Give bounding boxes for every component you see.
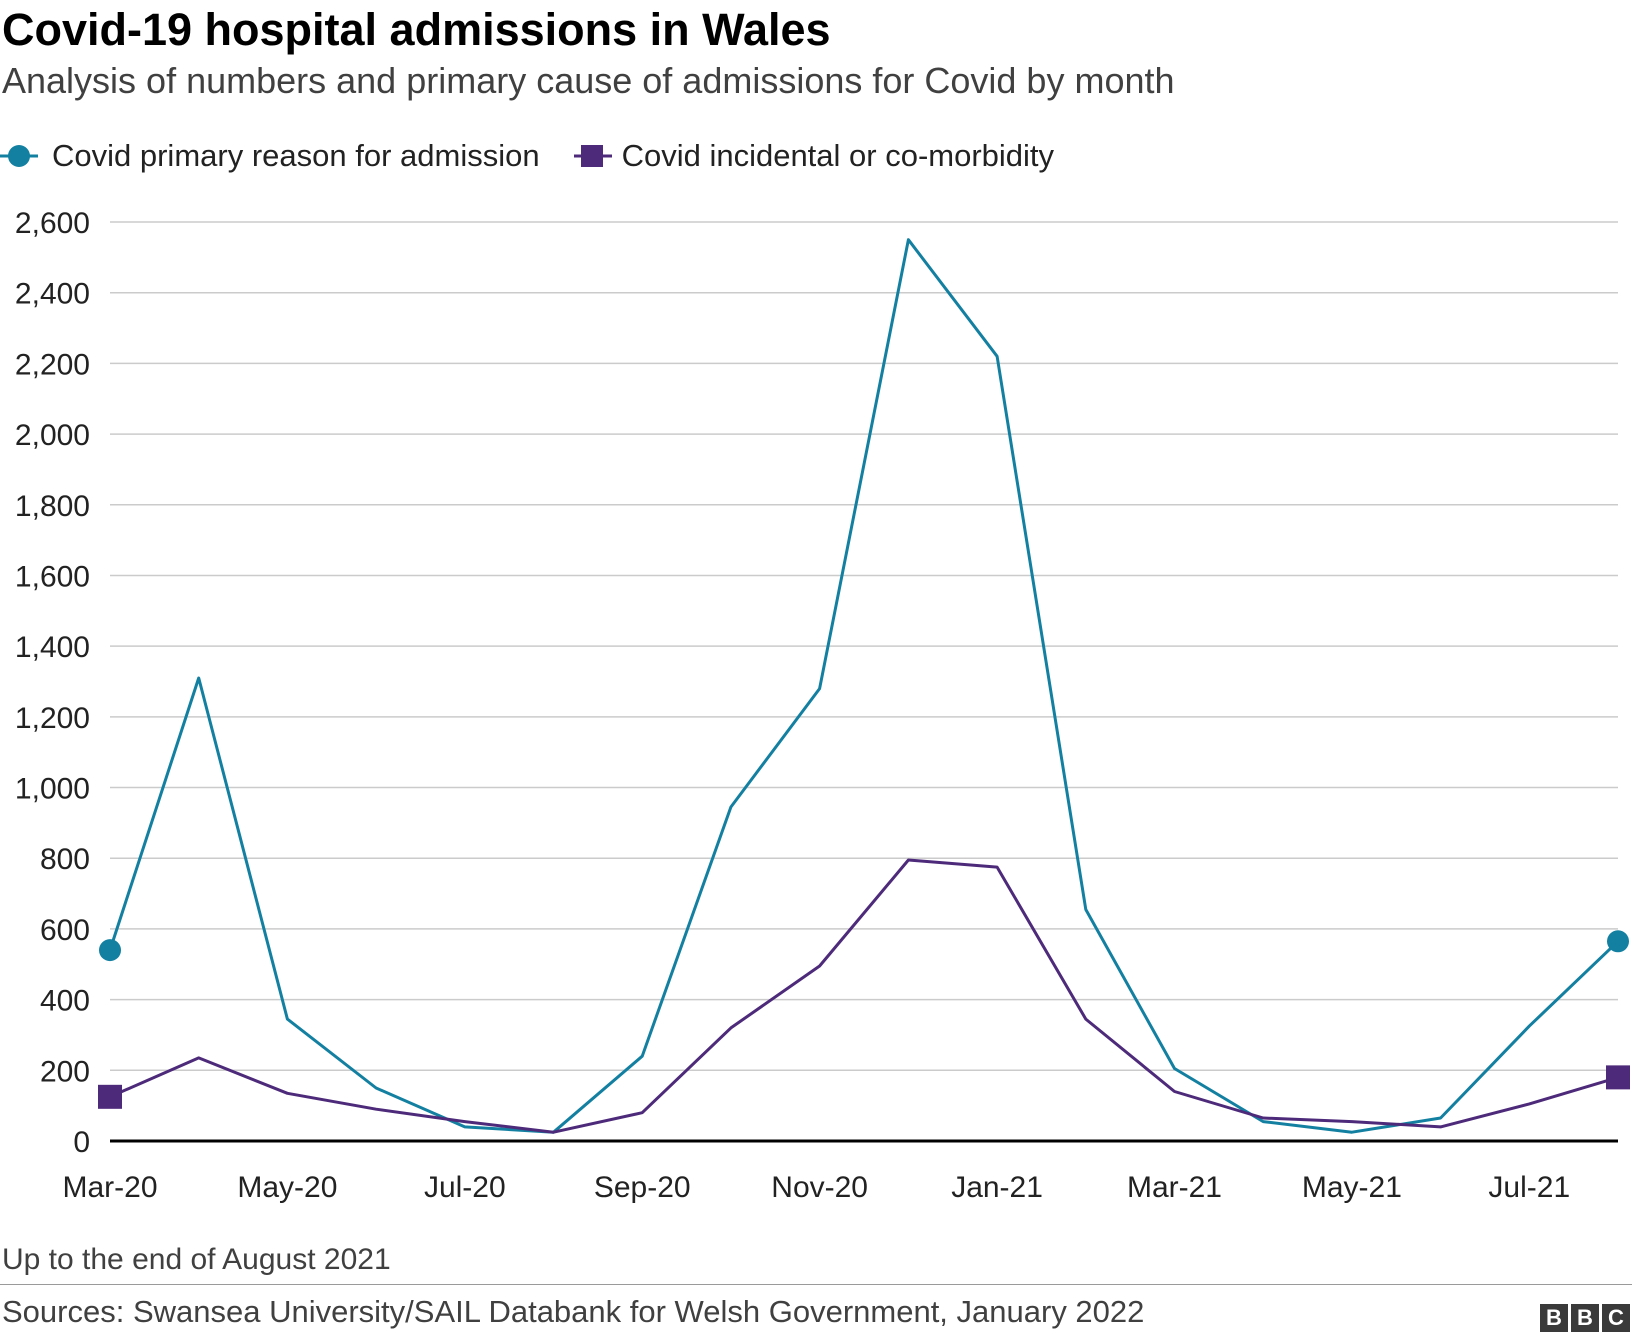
y-tick-label: 600 <box>40 914 90 947</box>
x-tick-label: Nov-20 <box>771 1171 868 1204</box>
legend-swatch-circle-icon <box>0 145 38 167</box>
chart-sources: Sources: Swansea University/SAIL Databan… <box>2 1294 1145 1329</box>
legend-label-incidental: Covid incidental or co-morbidity <box>621 138 1055 173</box>
y-tick-label: 1,800 <box>15 490 90 523</box>
x-tick-label: Jul-21 <box>1488 1171 1570 1204</box>
x-tick-label: Jul-20 <box>424 1171 506 1204</box>
series-lines <box>98 238 1630 1134</box>
footer-divider <box>0 1284 1632 1285</box>
y-tick-label: 1,200 <box>15 702 90 735</box>
y-tick-label: 2,600 <box>15 207 90 240</box>
x-tick-label: Jan-21 <box>951 1171 1043 1204</box>
bbc-logo-letter: B <box>1571 1304 1599 1332</box>
y-tick-label: 400 <box>40 985 90 1018</box>
data-point-incidental <box>98 1084 122 1109</box>
data-point-primary <box>99 939 121 962</box>
x-tick-label: Mar-21 <box>1127 1171 1222 1204</box>
x-tick-label: May-21 <box>1302 1171 1402 1204</box>
series-line-incidental <box>109 858 1619 1134</box>
y-tick-label: 2,400 <box>15 278 90 311</box>
y-tick-label: 2,000 <box>15 419 90 452</box>
x-axis-tick-labels: Mar-20 May-20 Jul-20 Sep-20 Nov-20 Jan-21 Mar-… <box>62 1171 1570 1204</box>
legend-item-primary: Covid primary reason for admission <box>0 138 540 174</box>
x-tick-label: May-20 <box>237 1171 337 1204</box>
chart-subtitle: Analysis of numbers and primary cause of… <box>2 60 1175 101</box>
y-tick-label: 1,000 <box>15 773 90 806</box>
gridlines <box>110 221 1618 1072</box>
series-line-primary <box>108 238 1620 1134</box>
data-point-primary <box>1607 930 1629 953</box>
legend-item-incidental: Covid incidental or co-morbidity <box>570 138 1054 174</box>
y-tick-label: 0 <box>73 1126 90 1159</box>
y-tick-label: 1,600 <box>15 560 90 593</box>
y-tick-label: 200 <box>40 1055 90 1088</box>
y-axis-tick-labels: 0 200 400 600 800 1,000 1,200 1,400 1,600 1,800 2,… <box>15 207 90 1159</box>
chart-legend: Covid primary reason for admission Covid… <box>0 136 1084 176</box>
y-tick-label: 2,200 <box>15 348 90 381</box>
legend-label-primary: Covid primary reason for admission <box>52 138 540 173</box>
bbc-logo-letter: C <box>1602 1304 1630 1332</box>
legend-swatch-square-icon <box>573 145 612 167</box>
y-tick-label: 1,400 <box>15 631 90 664</box>
y-tick-label: 800 <box>40 843 90 876</box>
line-chart: 0 200 400 600 800 1,000 1,200 1,400 1,600 1,800 2,… <box>15 207 1630 1204</box>
bbc-logo: B B C <box>1540 1304 1630 1332</box>
bbc-logo-letter: B <box>1540 1304 1568 1332</box>
chart-footnote: Up to the end of August 2021 <box>2 1243 391 1276</box>
x-tick-label: Sep-20 <box>594 1171 691 1204</box>
chart-title: Covid-19 hospital admissions in Wales <box>2 4 831 55</box>
x-tick-label: Mar-20 <box>62 1171 157 1204</box>
data-point-incidental <box>1606 1065 1630 1090</box>
